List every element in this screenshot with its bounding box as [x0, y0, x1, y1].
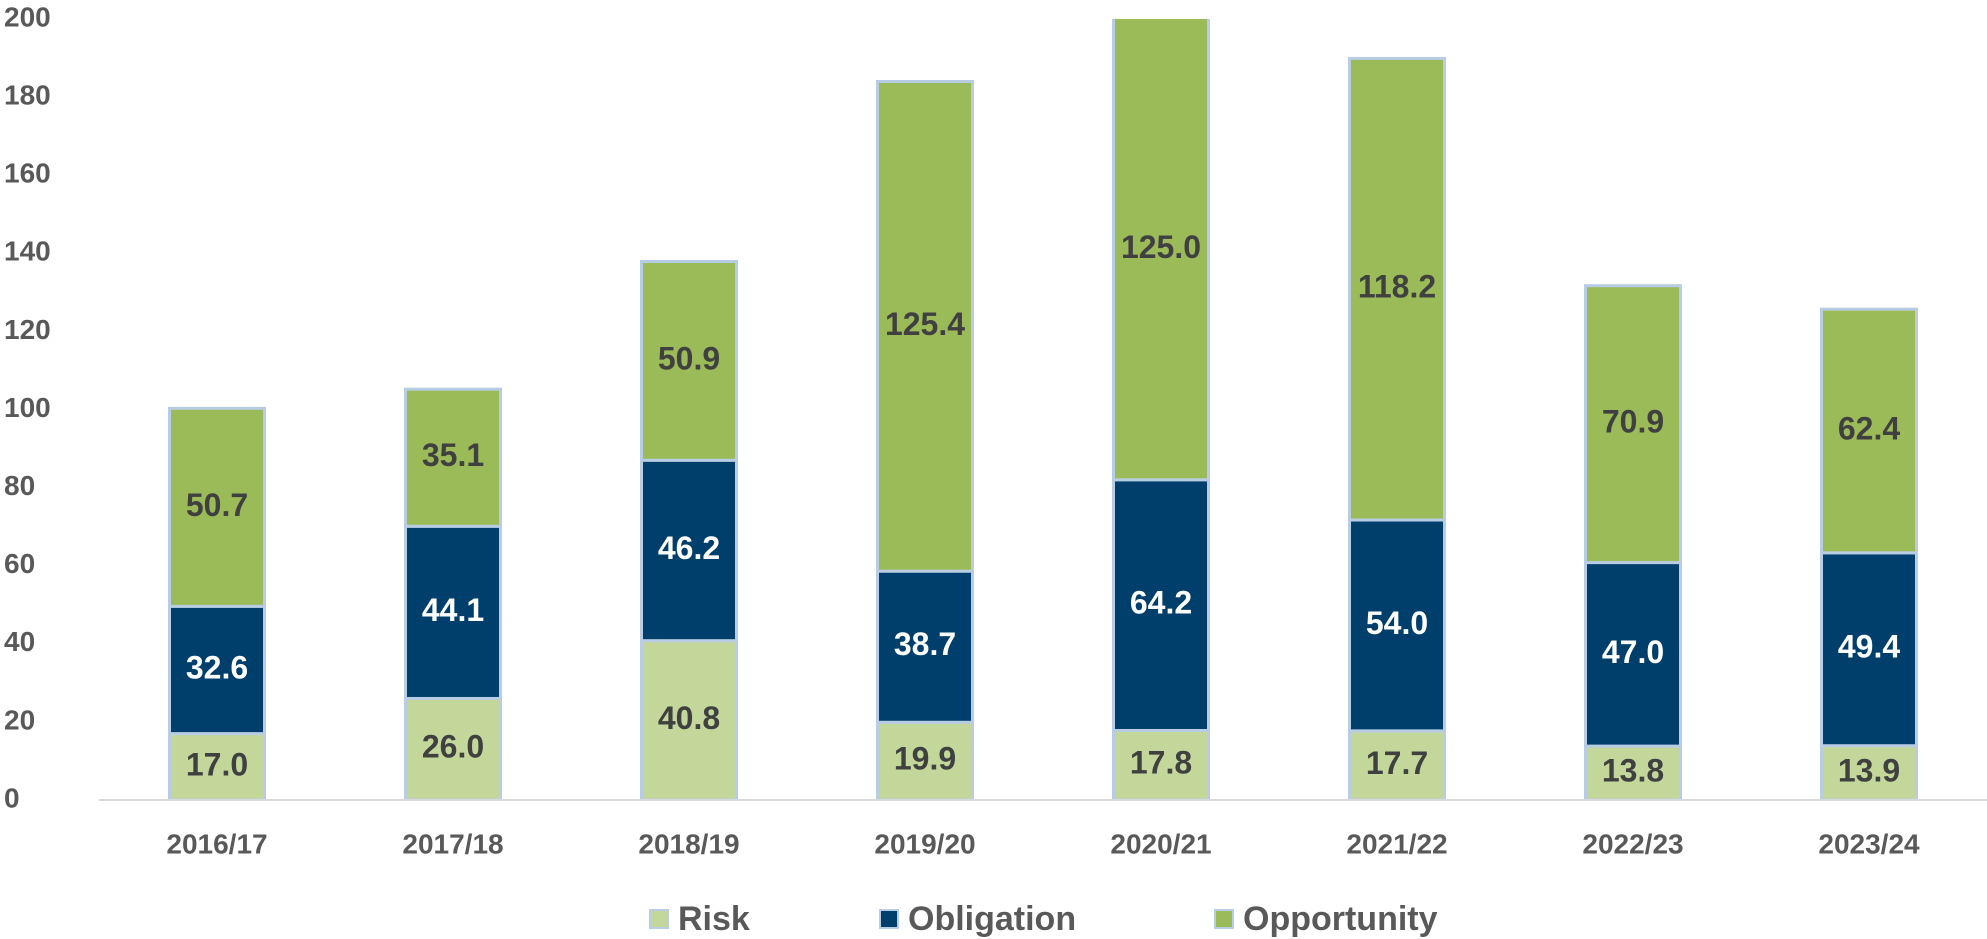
x-tick-label: 2016/17 [166, 828, 267, 859]
data-label: 13.9 [1838, 752, 1900, 788]
x-tick-label: 2017/18 [402, 828, 503, 859]
bar-segment [168, 406, 266, 608]
y-tick-label: 60 [4, 548, 35, 579]
legend-label: Opportunity [1243, 900, 1438, 938]
data-label: 17.0 [186, 746, 248, 782]
y-tick-label: 80 [4, 470, 35, 501]
y-tick-label: 160 [4, 158, 51, 189]
x-tick-label: 2023/24 [1818, 828, 1920, 859]
bar-segment [1584, 561, 1682, 748]
data-label: 17.7 [1366, 745, 1428, 781]
x-tick-label: 2021/22 [1346, 828, 1447, 859]
bar-segment [1820, 551, 1918, 748]
data-label: 70.9 [1602, 404, 1664, 440]
data-label: 54.0 [1366, 605, 1428, 641]
bar-segment [1584, 284, 1682, 565]
data-label: 19.9 [894, 741, 956, 777]
bar-segment [876, 569, 974, 724]
y-tick-label: 0 [4, 782, 20, 813]
y-tick-label: 180 [4, 79, 51, 110]
x-tick-label: 2018/19 [638, 828, 739, 859]
y-tick-label: 140 [4, 236, 51, 267]
legend-swatch [649, 909, 669, 929]
y-tick-label: 200 [4, 1, 51, 32]
x-tick-label: 2022/23 [1582, 828, 1683, 859]
data-label: 26.0 [422, 729, 484, 765]
data-label: 118.2 [1358, 269, 1436, 305]
bar-segment [404, 696, 502, 800]
y-tick-label: 120 [4, 314, 51, 345]
bar-segment [640, 639, 738, 800]
bar-segment [876, 79, 974, 573]
legend-swatch [1214, 909, 1234, 929]
data-label: 17.8 [1130, 745, 1192, 781]
bar-segment [876, 720, 974, 800]
bar-segment [1820, 744, 1918, 800]
x-tick-label: 2019/20 [874, 828, 975, 859]
data-label: 13.8 [1602, 753, 1664, 789]
plot-area [168, 19, 1918, 800]
data-label: 125.4 [885, 306, 965, 342]
data-label: 38.7 [894, 626, 956, 662]
bar-segment [1112, 478, 1210, 732]
bar-segment [1112, 728, 1210, 800]
legend-swatch [879, 909, 899, 929]
bar-segment [1820, 307, 1918, 555]
bar-segment [1348, 729, 1446, 800]
data-label: 44.1 [422, 592, 484, 628]
data-label: 50.7 [186, 487, 248, 523]
legend-label: Risk [678, 900, 750, 938]
data-label: 47.0 [1602, 634, 1664, 670]
bar-segment [1112, 19, 1210, 482]
bar-segment [1348, 56, 1446, 522]
data-label: 50.9 [658, 340, 720, 376]
data-label: 46.2 [658, 530, 720, 566]
bar-segment [1584, 744, 1682, 800]
y-tick-label: 40 [4, 626, 35, 657]
legend-label: Obligation [908, 900, 1076, 938]
data-label: 49.4 [1838, 629, 1900, 665]
x-tick-label: 2020/21 [1110, 828, 1211, 859]
y-tick-label: 100 [4, 392, 51, 423]
bar-segment [640, 458, 738, 643]
data-label: 64.2 [1130, 585, 1192, 621]
data-label: 35.1 [422, 437, 484, 473]
data-label: 40.8 [658, 700, 720, 736]
data-label: 125.0 [1121, 229, 1201, 265]
bar-segment [168, 604, 266, 736]
bar-segment [1348, 518, 1446, 733]
y-tick-label: 20 [4, 704, 35, 735]
bar-segment [640, 260, 738, 462]
bar-segment [404, 387, 502, 528]
data-label: 32.6 [186, 649, 248, 685]
bar-segment [404, 524, 502, 700]
data-label: 62.4 [1838, 410, 1900, 446]
